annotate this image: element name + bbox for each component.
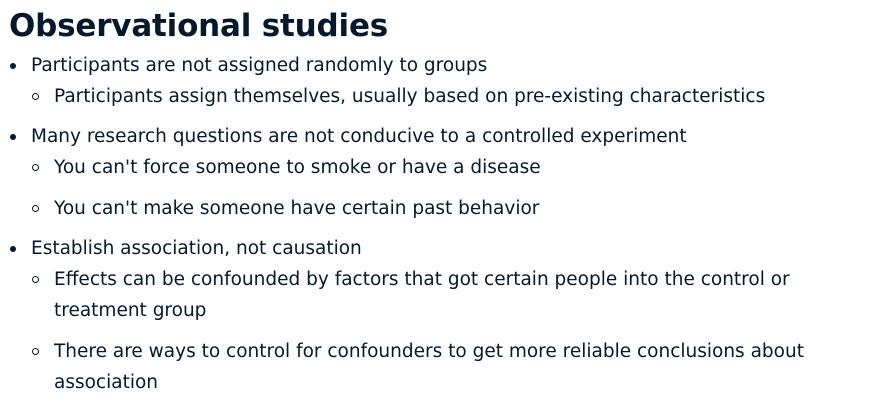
sub-bullet-list: Effects can be confounded by factors tha…: [31, 264, 878, 398]
sub-bullet-list: Participants assign themselves, usually …: [31, 81, 878, 112]
sub-bullet-item: Participants assign themselves, usually …: [31, 81, 854, 112]
bullet-item: Establish association, not causation Eff…: [9, 233, 878, 398]
bullet-text: Participants are not assigned randomly t…: [31, 55, 488, 76]
sub-bullet-text: Effects can be confounded by factors tha…: [54, 269, 790, 321]
slide-title: Observational studies: [9, 8, 389, 44]
sub-bullet-list: You can't force someone to smoke or have…: [31, 152, 878, 224]
sub-bullet-text: Participants assign themselves, usually …: [54, 86, 766, 107]
sub-bullet-item: There are ways to control for confounder…: [31, 336, 854, 398]
sub-bullet-item: You can't make someone have certain past…: [31, 193, 854, 224]
bullet-item: Many research questions are not conduciv…: [9, 121, 878, 224]
sub-bullet-text: You can't make someone have certain past…: [54, 198, 540, 219]
bullet-text: Many research questions are not conduciv…: [31, 126, 687, 147]
bullet-item: Participants are not assigned randomly t…: [9, 50, 878, 112]
bullet-list: Participants are not assigned randomly t…: [9, 50, 878, 398]
sub-bullet-text: There are ways to control for confounder…: [54, 341, 804, 393]
sub-bullet-text: You can't force someone to smoke or have…: [54, 157, 541, 178]
sub-bullet-item: You can't force someone to smoke or have…: [31, 152, 854, 183]
sub-bullet-item: Effects can be confounded by factors tha…: [31, 264, 854, 326]
bullet-text: Establish association, not causation: [31, 238, 362, 259]
